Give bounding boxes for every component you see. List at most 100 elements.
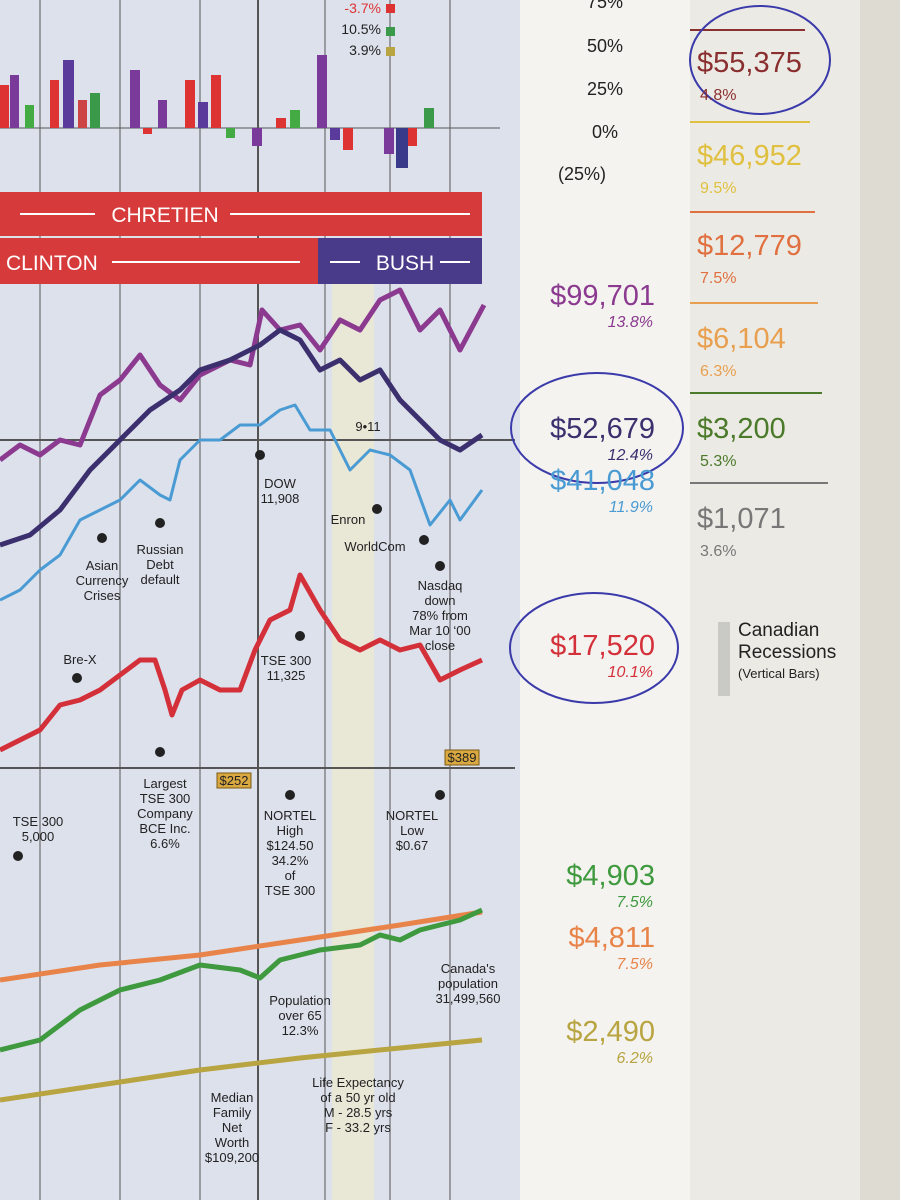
series-value: $99,701 [550, 280, 655, 312]
price-box [444, 749, 480, 766]
recession-bar [332, 240, 374, 1200]
annotation: 11,908 [261, 491, 300, 506]
page-shadow [860, 0, 900, 1200]
annotation: TSE 300 [140, 791, 191, 806]
annotation: 78% from [412, 608, 468, 623]
series-rate: 10.1% [608, 664, 653, 681]
annotation: Median [211, 1090, 254, 1105]
legend-note: (Vertical Bars) [738, 666, 820, 681]
annotation: Asian [86, 558, 119, 573]
bar [130, 70, 140, 128]
annotation: 11,325 [267, 668, 306, 683]
bar [330, 128, 340, 140]
series-value: $41,048 [550, 465, 655, 497]
annotation: Largest [143, 776, 187, 791]
orange-line [0, 909, 483, 983]
bar [343, 128, 353, 150]
dot [97, 533, 107, 543]
axis-label: 25% [587, 79, 623, 99]
series-value: $4,811 [568, 922, 655, 954]
bar [424, 108, 434, 128]
annotation: Currency [76, 573, 129, 588]
price-box [216, 772, 252, 789]
pen-circle [689, 5, 831, 115]
axis-label: 75% [587, 0, 623, 12]
bar [158, 100, 167, 128]
dot [285, 790, 295, 800]
series-rate: 11.9% [609, 499, 653, 516]
annotation: Crises [84, 588, 121, 603]
top-bars [0, 55, 434, 168]
bar [50, 80, 59, 128]
bar [10, 75, 19, 128]
dot [72, 673, 82, 683]
annotation: 6.6% [150, 836, 180, 851]
annotation: Debt [146, 557, 174, 572]
side-value: $3,200 [697, 413, 786, 445]
dot [435, 790, 445, 800]
side-value: $46,952 [697, 140, 802, 172]
bar [252, 128, 262, 146]
dot [155, 518, 165, 528]
annotation: default [140, 572, 179, 587]
bar [211, 75, 221, 128]
annotation: over 65 [278, 1008, 321, 1023]
bar [276, 118, 286, 128]
side-rate: 6.3% [700, 363, 736, 380]
annotation: of a 50 yr old [320, 1090, 395, 1105]
bar [185, 80, 195, 128]
green-line [0, 907, 484, 1053]
purple-line [0, 287, 487, 462]
series-lines [0, 287, 487, 1103]
annotation: Low [400, 823, 424, 838]
series-rate: 6.2% [617, 1050, 653, 1067]
page-panel [520, 0, 690, 1200]
annotation: NORTEL [264, 808, 317, 823]
axis-label: (25%) [558, 164, 606, 184]
legend-text: Recessions [738, 642, 836, 663]
side-rate: 7.5% [700, 270, 736, 287]
dot [13, 851, 23, 861]
dot [435, 561, 445, 571]
annotation: F - 33.2 yrs [325, 1120, 391, 1135]
series-value: $4,903 [566, 860, 655, 892]
annotation: 5,000 [22, 829, 55, 844]
red-line [0, 572, 484, 753]
annotation: 34.2% [272, 853, 309, 868]
annotation: WorldCom [344, 539, 405, 554]
bar [63, 60, 74, 128]
pen-circle [510, 372, 684, 484]
legend-swatch [386, 4, 395, 13]
dot [419, 535, 429, 545]
legend-label: 3.9% [349, 42, 381, 58]
bar [408, 128, 417, 146]
bar [226, 128, 235, 138]
blue-line [0, 403, 484, 602]
annotation: 31,499,560 [435, 991, 500, 1006]
bar [290, 110, 300, 128]
axis-label: 0% [592, 122, 618, 142]
annotation: $109,200 [205, 1150, 259, 1165]
annotation: Population [269, 993, 330, 1008]
side-rate: 9.5% [700, 180, 736, 197]
bar [143, 128, 152, 134]
annotation: TSE 300 [13, 814, 64, 829]
side-value: $55,375 [697, 47, 802, 79]
bar [0, 85, 9, 128]
recession-legend-bar [718, 622, 730, 696]
annotation: NORTEL [386, 808, 439, 823]
legend-label: 10.5% [341, 21, 381, 37]
annotation: Company [137, 806, 193, 821]
series-rate: 12.4% [608, 447, 653, 464]
annotation: $0.67 [396, 838, 429, 853]
pen-circles [509, 5, 831, 704]
annotation: $252 [220, 773, 249, 788]
annotation: Nasdaq [418, 578, 463, 593]
annotation: TSE 300 [261, 653, 312, 668]
bar [90, 93, 100, 128]
annotation: Life Expectancy [312, 1075, 404, 1090]
annotation: Net [222, 1120, 243, 1135]
annotation-dots [13, 450, 445, 861]
series-rate: 13.8% [608, 314, 653, 331]
